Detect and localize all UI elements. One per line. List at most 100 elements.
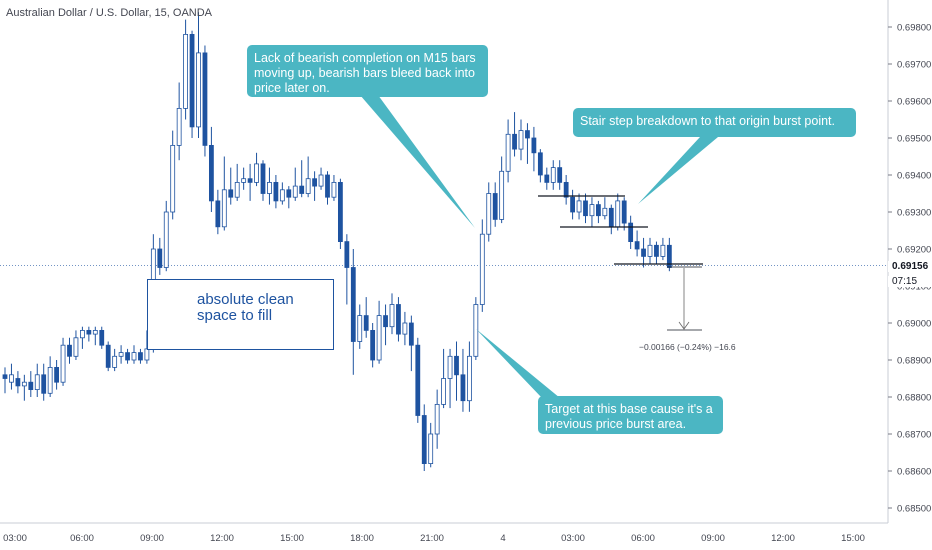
bullish-candle[interactable] [402,311,408,346]
bearish-candle[interactable] [363,297,369,338]
bearish-candle[interactable] [157,237,163,275]
bullish-candle[interactable] [80,326,85,349]
bullish-candle[interactable] [183,19,189,120]
bearish-candle[interactable] [421,404,427,471]
bullish-candle[interactable] [112,348,118,372]
bullish-candle[interactable] [60,337,66,386]
bullish-candle[interactable] [131,345,137,364]
callout-right[interactable]: Stair step breakdown to that origin burs… [573,108,856,137]
bullish-candle[interactable] [505,119,511,183]
bullish-candle[interactable] [447,348,453,409]
bullish-candle[interactable] [267,167,272,205]
bullish-candle[interactable] [357,304,363,349]
bearish-candle[interactable] [54,360,59,390]
bullish-candle[interactable] [241,167,247,190]
bearish-candle[interactable] [415,337,421,423]
bearish-candle[interactable] [563,175,569,205]
bullish-candle[interactable] [21,374,27,401]
bullish-candle[interactable] [660,237,666,261]
bullish-candle[interactable] [376,300,382,364]
bearish-candle[interactable] [344,234,350,305]
bullish-candle[interactable] [486,182,492,242]
callout-bottom[interactable]: Target at this base cause it's a previou… [538,396,723,434]
bearish-candle[interactable] [228,167,234,205]
price-axis-bg[interactable] [888,0,932,550]
space-to-fill-textbox[interactable]: absolute clean space to fill [147,279,334,350]
bullish-candle[interactable] [163,200,169,272]
bullish-candle[interactable] [550,160,556,190]
bearish-candle[interactable] [99,326,105,349]
bullish-candle[interactable] [428,422,434,468]
bullish-candle[interactable] [434,389,440,449]
bearish-candle[interactable] [634,230,640,257]
bearish-candle[interactable] [105,341,111,372]
bearish-candle[interactable] [15,371,21,394]
bearish-candle[interactable] [460,348,466,412]
bullish-candle[interactable] [479,219,485,312]
bullish-candle[interactable] [170,130,176,220]
bullish-candle[interactable] [331,175,337,201]
bearish-candle[interactable] [641,237,646,268]
bullish-candle[interactable] [473,297,479,360]
bullish-candle[interactable] [279,182,285,205]
bearish-candle[interactable] [492,182,498,227]
bearish-candle[interactable] [408,315,414,372]
bullish-candle[interactable] [499,156,505,224]
bearish-candle[interactable] [215,189,221,235]
bullish-candle[interactable] [647,237,653,264]
bullish-candle[interactable] [602,197,608,220]
bearish-candle[interactable] [666,237,672,272]
bearish-candle[interactable] [208,126,214,212]
bullish-candle[interactable] [234,163,240,201]
bearish-candle[interactable] [628,215,634,249]
bullish-candle[interactable] [318,167,324,190]
bearish-candle[interactable] [125,348,130,364]
bullish-candle[interactable] [576,193,582,220]
bearish-candle[interactable] [325,171,330,205]
bearish-candle[interactable] [67,337,72,364]
bearish-candle[interactable] [654,241,659,264]
bearish-candle[interactable] [621,197,627,231]
bearish-candle[interactable] [41,363,47,401]
bearish-candle[interactable] [189,30,195,138]
bearish-candle[interactable] [531,126,537,172]
bearish-candle[interactable] [260,160,266,201]
bearish-candle[interactable] [2,367,8,394]
bearish-candle[interactable] [396,297,401,342]
bearish-candle[interactable] [28,371,34,397]
bullish-candle[interactable] [305,156,311,198]
bullish-candle[interactable] [196,12,201,138]
bearish-candle[interactable] [454,341,459,401]
bullish-candle[interactable] [466,341,472,412]
bullish-candle[interactable] [92,326,98,346]
bullish-candle[interactable] [144,330,150,364]
bearish-candle[interactable] [383,304,388,346]
bullish-candle[interactable] [389,293,395,335]
bullish-candle[interactable] [518,119,524,161]
bullish-candle[interactable] [615,193,621,231]
bullish-candle[interactable] [589,197,595,227]
bearish-candle[interactable] [596,200,601,224]
bearish-candle[interactable] [557,160,563,190]
bearish-candle[interactable] [608,204,614,235]
bullish-candle[interactable] [441,348,447,409]
bullish-candle[interactable] [254,152,259,187]
bearish-candle[interactable] [312,171,318,201]
bullish-candle[interactable] [292,167,298,201]
bearish-candle[interactable] [299,160,305,198]
bearish-candle[interactable] [583,193,588,224]
bearish-candle[interactable] [537,149,543,183]
bullish-candle[interactable] [34,363,40,397]
bearish-candle[interactable] [202,45,208,157]
bullish-candle[interactable] [73,330,79,360]
bullish-candle[interactable] [176,82,182,161]
callout-top[interactable]: Lack of bearish completion on M15 bars m… [247,45,488,97]
bearish-candle[interactable] [544,167,550,190]
bearish-candle[interactable] [570,189,575,220]
bearish-candle[interactable] [525,123,530,164]
bearish-candle[interactable] [86,326,92,342]
bearish-candle[interactable] [247,163,253,201]
bullish-candle[interactable] [221,156,227,231]
bullish-candle[interactable] [47,356,53,397]
